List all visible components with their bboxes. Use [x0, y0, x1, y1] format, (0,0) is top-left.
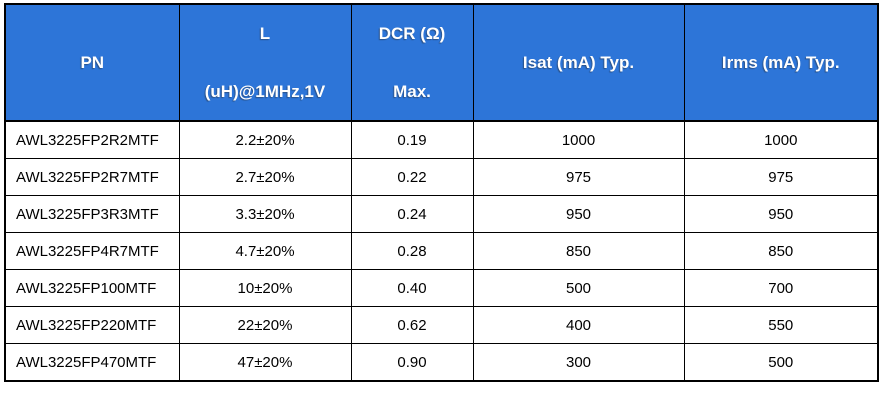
column-header-isat: Isat (mA) Typ.	[472, 3, 685, 122]
cell-pn: AWL3225FP470MTF	[4, 343, 180, 382]
cell-irms: 550	[683, 306, 879, 344]
table-row: AWL3225FP220MTF 22±20% 0.62 400 550	[4, 306, 879, 344]
cell-isat: 850	[472, 232, 685, 270]
column-header-dcr-stack: DCR (Ω) Max.	[352, 24, 473, 102]
cell-inductance: 10±20%	[178, 269, 352, 307]
cell-inductance: 4.7±20%	[178, 232, 352, 270]
column-header-dcr-line2: Max.	[393, 81, 431, 101]
cell-inductance: 22±20%	[178, 306, 352, 344]
cell-pn: AWL3225FP220MTF	[4, 306, 180, 344]
cell-isat: 500	[472, 269, 685, 307]
cell-isat: 300	[472, 343, 685, 382]
cell-inductance: 3.3±20%	[178, 195, 352, 233]
cell-pn: AWL3225FP2R7MTF	[4, 158, 180, 196]
cell-dcr: 0.22	[350, 158, 474, 196]
cell-irms: 700	[683, 269, 879, 307]
cell-inductance: 2.7±20%	[178, 158, 352, 196]
column-header-irms: Irms (mA) Typ.	[683, 3, 879, 122]
cell-dcr: 0.28	[350, 232, 474, 270]
cell-irms: 1000	[683, 120, 879, 159]
column-header-dcr-line1: DCR (Ω)	[378, 23, 446, 43]
cell-dcr: 0.62	[350, 306, 474, 344]
cell-isat: 950	[472, 195, 685, 233]
cell-inductance: 47±20%	[178, 343, 352, 382]
table-row: AWL3225FP4R7MTF 4.7±20% 0.28 850 850	[4, 232, 879, 270]
cell-dcr: 0.19	[350, 120, 474, 159]
column-header-pn: PN	[4, 3, 180, 122]
header-row: PN L (uH)@1MHz,1V DCR (Ω) Max. Isat (mA)…	[4, 3, 879, 122]
table-row: AWL3225FP470MTF 47±20% 0.90 300 500	[4, 343, 879, 382]
cell-dcr: 0.40	[350, 269, 474, 307]
table-row: AWL3225FP2R7MTF 2.7±20% 0.22 975 975	[4, 158, 879, 196]
column-header-l-line2: (uH)@1MHz,1V	[204, 81, 326, 101]
cell-irms: 500	[683, 343, 879, 382]
table-row: AWL3225FP2R2MTF 2.2±20% 0.19 1000 1000	[4, 120, 879, 159]
table-row: AWL3225FP100MTF 10±20% 0.40 500 700	[4, 269, 879, 307]
cell-irms: 975	[683, 158, 879, 196]
cell-dcr: 0.24	[350, 195, 474, 233]
cell-inductance: 2.2±20%	[178, 120, 352, 159]
cell-irms: 950	[683, 195, 879, 233]
cell-pn: AWL3225FP4R7MTF	[4, 232, 180, 270]
column-header-pn-label: PN	[80, 52, 105, 72]
cell-pn: AWL3225FP2R2MTF	[4, 120, 180, 159]
column-header-dcr: DCR (Ω) Max.	[350, 3, 474, 122]
cell-pn: AWL3225FP3R3MTF	[4, 195, 180, 233]
column-header-isat-label: Isat (mA) Typ.	[522, 52, 635, 72]
cell-isat: 1000	[472, 120, 685, 159]
cell-pn: AWL3225FP100MTF	[4, 269, 180, 307]
column-header-irms-label: Irms (mA) Typ.	[721, 52, 840, 72]
column-header-l: L (uH)@1MHz,1V	[178, 3, 352, 122]
column-header-l-stack: L (uH)@1MHz,1V	[180, 24, 351, 102]
inductor-spec-table: PN L (uH)@1MHz,1V DCR (Ω) Max. Isat (mA)…	[4, 3, 879, 382]
cell-isat: 975	[472, 158, 685, 196]
table-row: AWL3225FP3R3MTF 3.3±20% 0.24 950 950	[4, 195, 879, 233]
cell-dcr: 0.90	[350, 343, 474, 382]
column-header-l-line1: L	[259, 23, 271, 43]
cell-irms: 850	[683, 232, 879, 270]
cell-isat: 400	[472, 306, 685, 344]
